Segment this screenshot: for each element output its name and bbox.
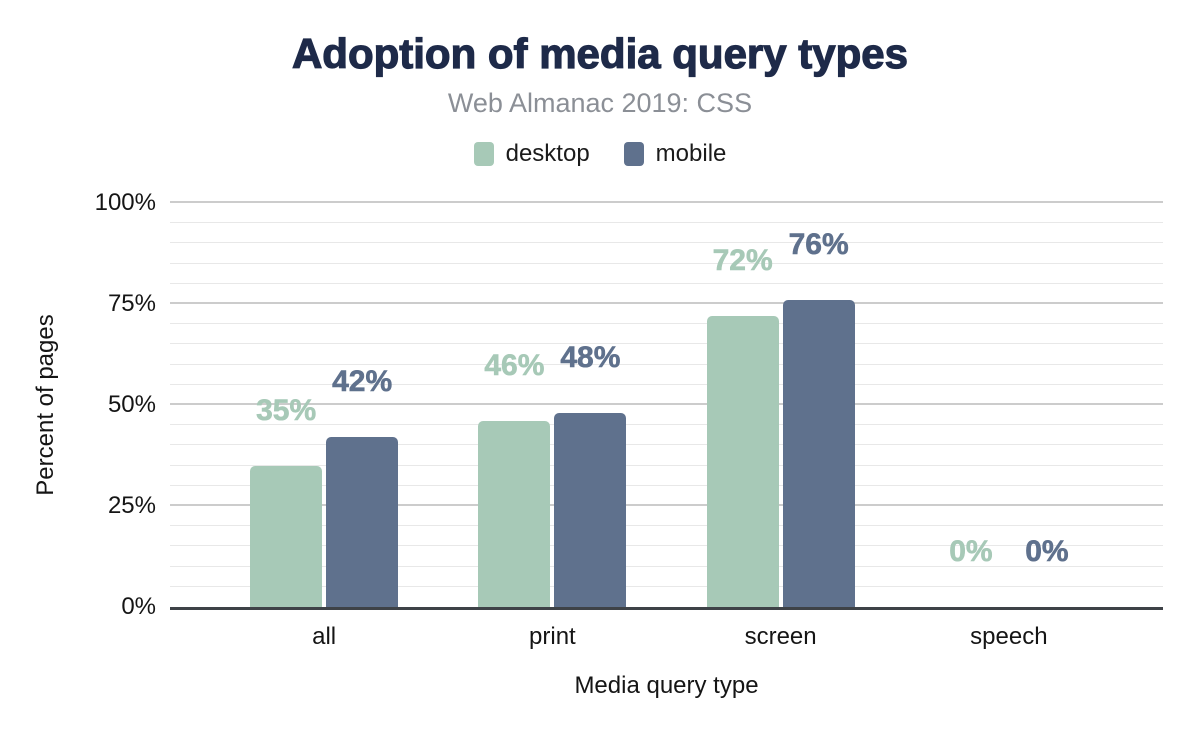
legend-swatch-mobile — [623, 142, 644, 166]
chart-subtitle: Web Almanac 2019: CSS — [447, 88, 753, 118]
legend-item-mobile: mobile — [623, 140, 727, 168]
bar-group-all: 35% 42% all — [210, 203, 438, 650]
gridline — [170, 504, 1163, 506]
legend-label: mobile — [655, 140, 727, 167]
x-tick-label: print — [529, 623, 576, 650]
x-tick-label: all — [312, 623, 337, 650]
chart-title: Adoption of media query types — [291, 29, 909, 77]
bar-value-label: 35% — [256, 393, 317, 427]
gridline — [170, 302, 1163, 304]
gridline — [170, 403, 1163, 405]
bar-value-label: 72% — [712, 244, 773, 278]
legend-swatch-desktop — [473, 142, 494, 166]
gridline — [170, 282, 1163, 284]
gridline — [170, 201, 1163, 203]
x-tick-label: speech — [970, 623, 1048, 650]
gridline — [170, 262, 1163, 264]
bar-slot: 42% — [326, 203, 399, 607]
bar-mobile-all — [326, 437, 399, 607]
gridline — [170, 323, 1163, 325]
gridline — [170, 343, 1163, 345]
y-axis-tick-label: 100% — [94, 189, 156, 216]
gridline — [170, 565, 1163, 567]
bar-slot: 76% — [782, 203, 855, 607]
bar-mobile-screen — [782, 299, 855, 607]
legend-item-desktop: desktop — [473, 140, 590, 168]
bar-desktop-screen — [706, 316, 779, 607]
bar-group-print: 46% 48% print — [438, 203, 666, 650]
bar-slot: 0% — [935, 203, 1007, 607]
gridline — [170, 585, 1163, 587]
bar-group-screen: 72% 76% screen — [667, 203, 895, 650]
gridline — [170, 525, 1163, 527]
gridline — [170, 424, 1163, 426]
x-axis-title: Media query type — [574, 672, 759, 699]
bar-desktop-all — [250, 465, 323, 607]
gridline — [170, 242, 1163, 244]
bar-slot: 72% — [706, 203, 779, 607]
bar-groups: 35% 42% all 46% 48% print 72% 76% screen 0% 0% spee… — [170, 203, 1163, 650]
gridline — [170, 545, 1163, 547]
gridline — [170, 222, 1163, 224]
x-tick-label: screen — [744, 623, 817, 650]
bar-value-label: 0% — [949, 535, 993, 569]
bar-value-label: 42% — [332, 365, 393, 399]
gridline — [170, 464, 1163, 466]
gridline — [170, 363, 1163, 365]
gridline — [170, 383, 1163, 385]
bar-value-label: 0% — [1025, 535, 1069, 569]
y-axis-tick-label: 25% — [107, 492, 156, 519]
bar-slot: 46% — [478, 203, 551, 607]
plot-area: 0% 25% 50% 75% 100% 35% 42% all 46% 48% print 72% 76… — [95, 189, 1163, 650]
bar-slot: 35% — [250, 203, 323, 607]
y-axis-title: Percent of pages — [32, 314, 59, 496]
bar-slot: 48% — [554, 203, 627, 607]
gridline — [170, 444, 1163, 446]
bar-desktop-print — [478, 421, 551, 607]
gridline — [170, 484, 1163, 486]
bar-mobile-print — [554, 413, 627, 607]
y-axis-tick-label: 75% — [107, 290, 156, 317]
bar-slot: 0% — [1011, 203, 1083, 607]
bar-group-speech: 0% 0% speech — [895, 203, 1123, 650]
y-axis-tick-label: 50% — [107, 391, 156, 418]
legend-label: desktop — [505, 140, 590, 167]
bar-value-label: 48% — [560, 341, 621, 375]
y-axis-tick-label: 0% — [121, 593, 156, 620]
bar-value-label: 46% — [484, 349, 545, 383]
legend: desktop mobile — [0, 140, 1200, 168]
bar-value-label: 76% — [788, 227, 849, 262]
